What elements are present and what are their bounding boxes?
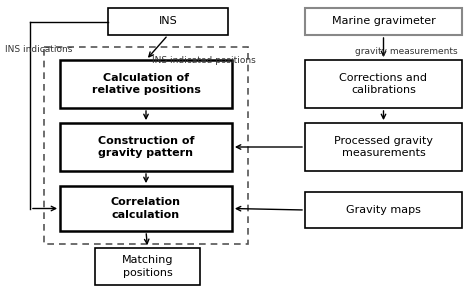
Bar (305, 123, 462, 171)
Bar (95, 248, 200, 285)
Bar (60, 60, 232, 108)
Bar (60, 123, 232, 171)
Text: Marine gravimeter: Marine gravimeter (332, 16, 436, 26)
Text: INS: INS (159, 16, 177, 26)
Bar (305, 192, 462, 228)
Text: Construction of
gravity pattern: Construction of gravity pattern (98, 136, 194, 158)
Bar (108, 8, 228, 35)
Text: INS indicated positions: INS indicated positions (152, 56, 256, 65)
Bar (60, 186, 232, 231)
Bar (305, 60, 462, 108)
Text: Corrections and
calibrations: Corrections and calibrations (339, 73, 428, 95)
Text: INS indications: INS indications (5, 45, 73, 54)
Bar (305, 8, 462, 35)
Text: Calculation of
relative positions: Calculation of relative positions (91, 73, 201, 95)
Bar (44, 47, 248, 244)
Text: Correlation
calculation: Correlation calculation (111, 197, 181, 220)
Text: Processed gravity
measurements: Processed gravity measurements (334, 136, 433, 158)
Text: gravity measurements: gravity measurements (355, 47, 457, 56)
Text: Matching
positions: Matching positions (122, 255, 173, 278)
Text: Gravity maps: Gravity maps (346, 205, 421, 215)
